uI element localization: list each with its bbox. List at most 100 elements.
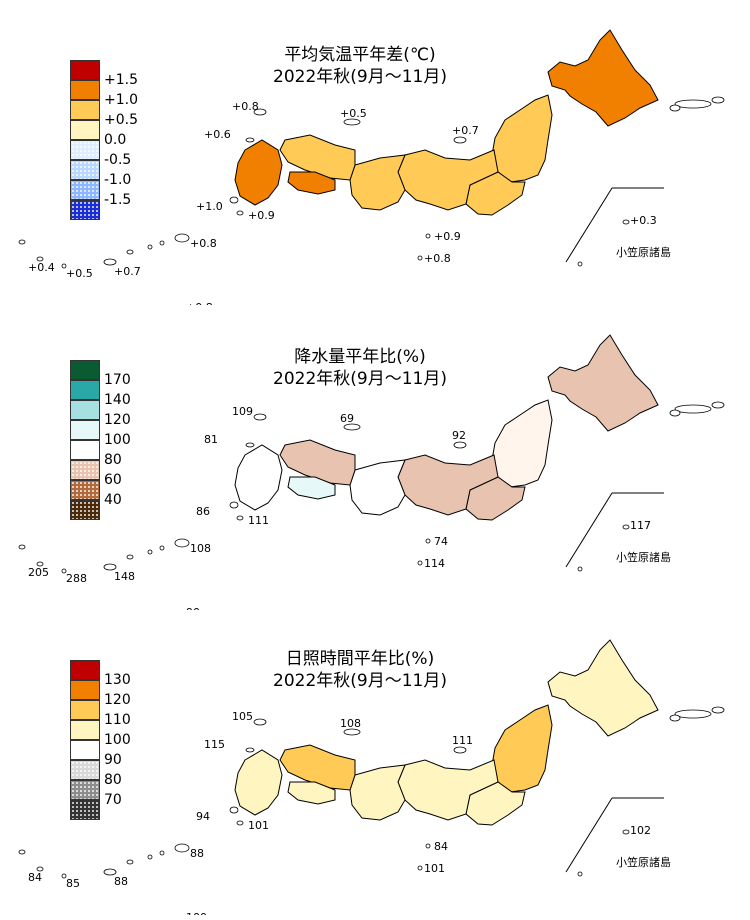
- island: [103, 258, 117, 266]
- station-value-oki: 109: [232, 405, 253, 418]
- station-value-goto: 86: [196, 505, 210, 518]
- legend-tick: -1.0: [104, 172, 132, 188]
- station-value-ishigaki: +0.4: [28, 261, 55, 274]
- legend-swatch: [70, 400, 100, 420]
- island: [159, 240, 165, 246]
- legend-swatch: [70, 500, 100, 520]
- island: [417, 865, 423, 871]
- japan-map: 小笠原諸島 +0.8 +0.5 +0.6 +0.7 +1.0 +0.9 +0.9 +0.3 +0.…: [18, 29, 725, 305]
- region-chubu: [397, 454, 499, 516]
- station-value-izu: 92: [452, 429, 466, 442]
- legend-tick: 40: [104, 492, 122, 508]
- station-value-hachijo: 74: [434, 535, 448, 548]
- legend-swatch: [70, 420, 100, 440]
- island: [245, 137, 255, 143]
- station-value-tsushima: 115: [204, 738, 225, 751]
- legend-tick: 130: [104, 672, 131, 688]
- legend-tick: -1.5: [104, 192, 132, 208]
- island: [126, 554, 134, 560]
- legend-swatch: [70, 760, 100, 780]
- region-kinki: [349, 154, 406, 211]
- station-value-okinawa: 88: [114, 875, 128, 888]
- island: [159, 850, 165, 856]
- legend-tick: 100: [104, 432, 131, 448]
- legend-swatch: [70, 660, 100, 680]
- title-line2: 2022年秋(9月～11月): [273, 671, 447, 691]
- legend-swatch: [70, 140, 100, 160]
- island: [622, 524, 630, 530]
- panel-title: 降水量平年比(%) 2022年秋(9月～11月): [250, 346, 470, 390]
- region-kinki: [349, 459, 406, 516]
- legend-swatch: [70, 120, 100, 140]
- island: [245, 442, 255, 448]
- station-value-amami: 114: [424, 557, 445, 570]
- legend-swatch: [70, 180, 100, 200]
- panel-sunshine: 小笠原諸島 105 108 115 111 94 101 84 102 88 88 84 85 101 10…: [0, 610, 750, 920]
- island: [18, 849, 26, 855]
- region-kyushu: [234, 749, 283, 816]
- station-value-amami: 101: [424, 862, 445, 875]
- island: [103, 868, 117, 876]
- legend-swatch: [70, 380, 100, 400]
- island: [159, 545, 165, 551]
- island: [453, 746, 467, 754]
- station-value-yonaguni: 85: [66, 877, 80, 890]
- island: [147, 244, 153, 250]
- legend-swatch: [70, 740, 100, 760]
- island: [236, 210, 244, 216]
- legend-swatch: [70, 160, 100, 180]
- station-value-izu: 111: [452, 734, 473, 747]
- legend-tick: 170: [104, 372, 131, 388]
- ogasawara-label: 小笠原諸島: [616, 245, 671, 259]
- legend-tick: 60: [104, 472, 122, 488]
- region-chubu: [397, 149, 499, 211]
- legend-tick: -0.5: [104, 152, 132, 168]
- island: [343, 118, 361, 126]
- island: [36, 866, 44, 872]
- region-kyushu: [234, 139, 283, 206]
- inset-border: [565, 492, 613, 568]
- island: [61, 568, 67, 574]
- island: [577, 871, 583, 877]
- island: [343, 423, 361, 431]
- station-value-chichijima: 102: [630, 824, 651, 837]
- island: [453, 136, 467, 144]
- legend-swatch: [70, 360, 100, 380]
- japan-map: 小笠原諸島 105 108 115 111 94 101 84 102 88 88 84 85 101 10…: [18, 639, 725, 915]
- island: [174, 233, 190, 243]
- station-value-ogasawara_lower: 100: [186, 911, 207, 915]
- legend-swatch: [70, 700, 100, 720]
- station-value-hachijo: 84: [434, 840, 448, 853]
- station-value-tsushima: 81: [204, 433, 218, 446]
- station-value-yaku: +0.9: [248, 209, 275, 222]
- island: [453, 441, 467, 449]
- island: [417, 255, 423, 261]
- region-shikoku: [287, 781, 336, 805]
- island: [674, 709, 712, 719]
- legend-tick: +0.5: [104, 112, 138, 128]
- island: [229, 806, 239, 814]
- station-value-oki: +0.8: [232, 100, 259, 113]
- legend-swatch: [70, 440, 100, 460]
- panel-precipitation: 小笠原諸島 109 69 81 92 86 111 74 117 108 148 205 288 114 9…: [0, 305, 750, 610]
- island: [577, 566, 583, 572]
- station-value-chichijima: +0.3: [630, 214, 657, 227]
- station-value-yaku: 111: [248, 514, 269, 527]
- station-value-ogasawara_lower: 90: [186, 606, 200, 610]
- station-value-ogasawara_lower: +0.8: [186, 301, 213, 305]
- station-value-amami: +0.8: [424, 252, 451, 265]
- station-value-minamidaito: 88: [190, 847, 204, 860]
- island: [147, 854, 153, 860]
- legend-swatch: [70, 780, 100, 800]
- station-value-sado: 69: [340, 412, 354, 425]
- panel-temperature: 小笠原諸島 +0.8 +0.5 +0.6 +0.7 +1.0 +0.9 +0.9 +0.3 +0.…: [0, 0, 750, 305]
- island: [61, 873, 67, 879]
- island: [126, 249, 134, 255]
- region-shikoku: [287, 171, 336, 195]
- region-chugoku: [279, 744, 356, 791]
- island: [711, 401, 725, 409]
- inset-border: [565, 797, 613, 873]
- island: [622, 219, 630, 225]
- region-hokkaido: [547, 29, 659, 127]
- legend-tick: 120: [104, 692, 131, 708]
